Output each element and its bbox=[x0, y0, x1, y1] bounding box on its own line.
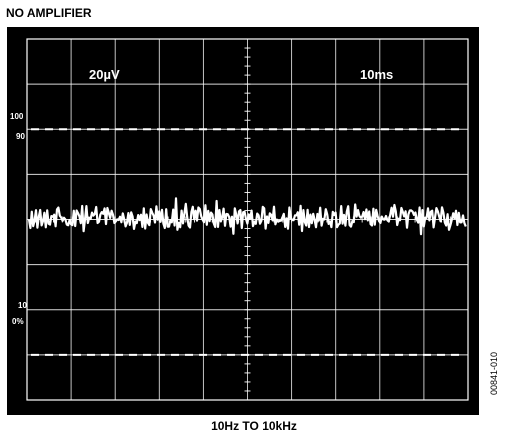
noise-trace bbox=[27, 197, 467, 236]
ref-label-100: 100 bbox=[10, 112, 24, 121]
oscilloscope-screen: 20µV 10ms 100 90 10 0% bbox=[7, 27, 479, 415]
ref-label-0pct: 0% bbox=[12, 317, 24, 326]
ref-label-90: 90 bbox=[16, 132, 25, 141]
chart-title: NO AMPLIFIER bbox=[6, 6, 92, 20]
chart-caption: 10Hz TO 10kHz bbox=[211, 419, 297, 433]
ref-label-10: 10 bbox=[18, 301, 27, 310]
vertical-scale-label: 20µV bbox=[89, 67, 120, 82]
figure-id: 00841-010 bbox=[489, 351, 499, 395]
scope-plot: 20µV 10ms 100 90 10 0% bbox=[10, 38, 469, 401]
horizontal-scale-label: 10ms bbox=[360, 67, 393, 82]
reference-dashes bbox=[31, 128, 459, 356]
